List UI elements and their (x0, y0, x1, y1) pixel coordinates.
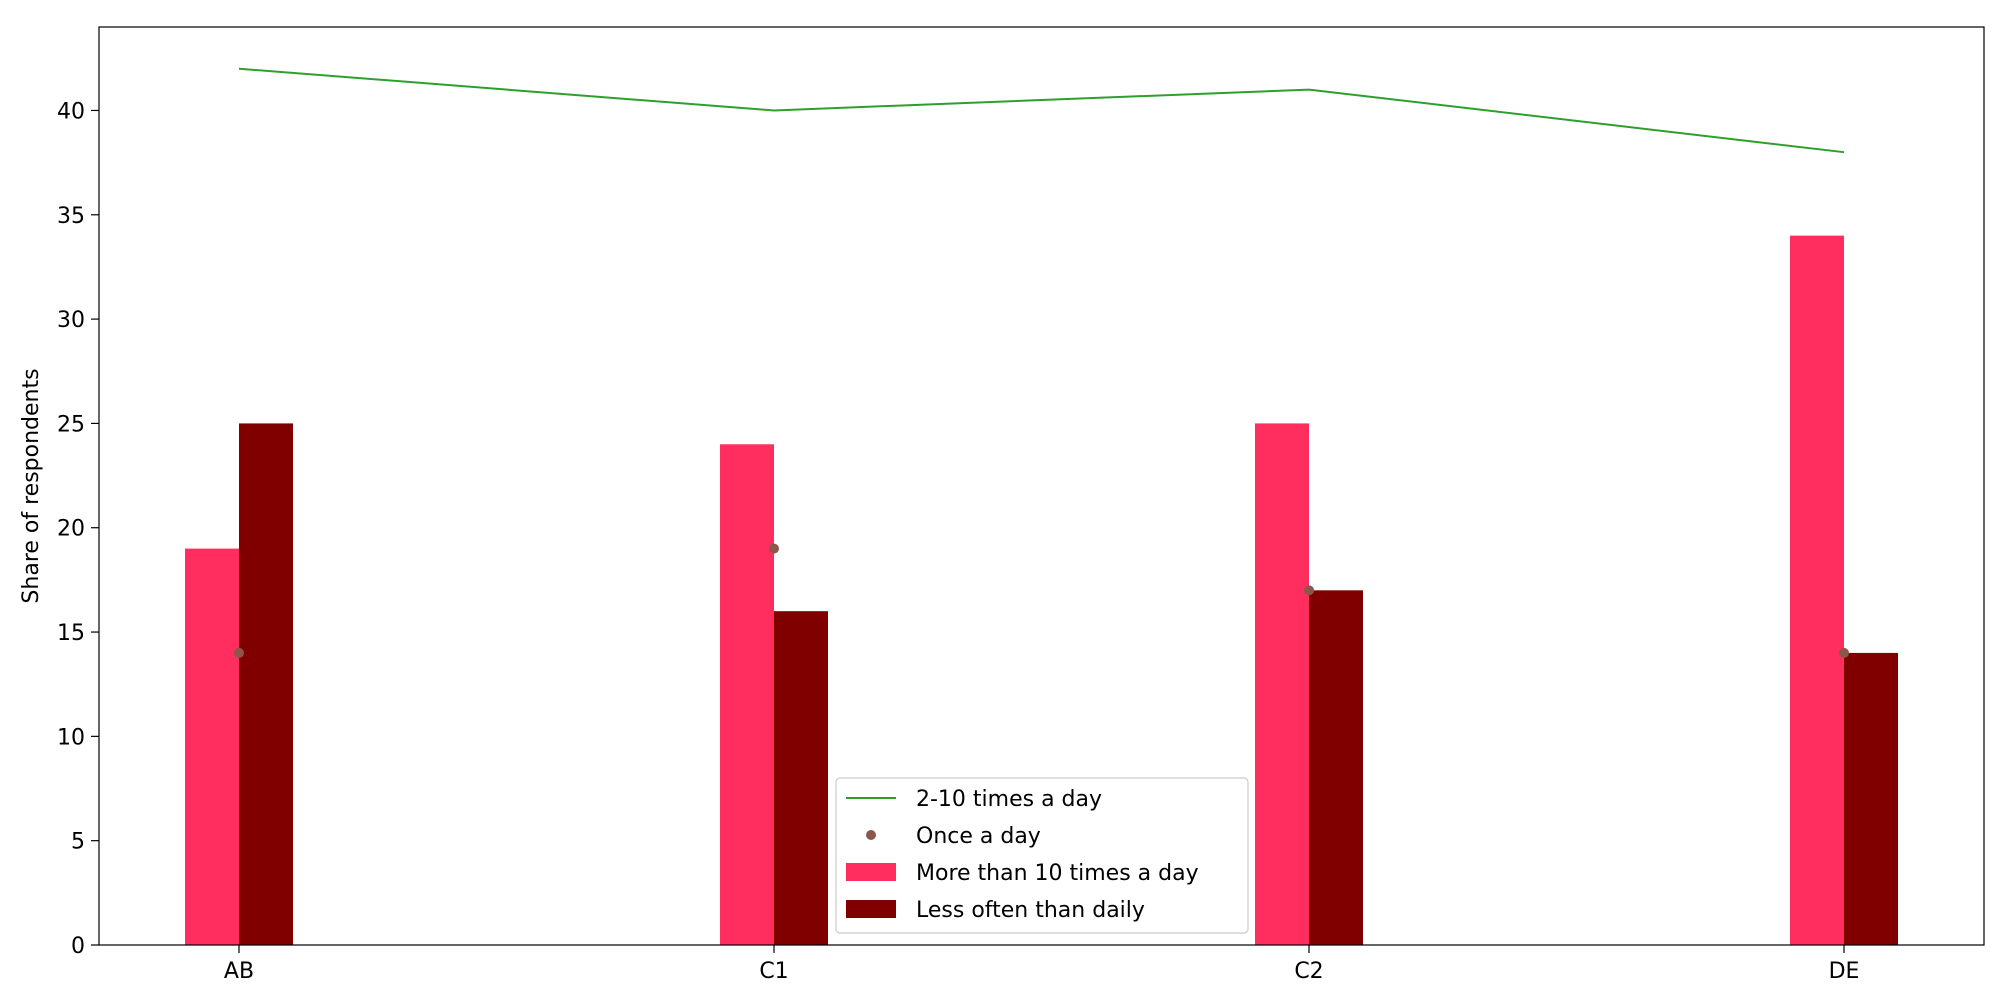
line-layer (238, 67, 1845, 154)
legend-handle-less-often-than-daily (846, 900, 896, 918)
legend-label-once-a-day: Once a day (916, 824, 1041, 849)
x-tick-label-c2: C2 (1294, 959, 1323, 984)
y-tick-label: 5 (71, 830, 85, 855)
bar-less-than-daily-c1 (774, 611, 828, 945)
y-axis: 0 5 10 15 20 25 30 35 40 (57, 99, 99, 959)
y-tick-label: 10 (57, 725, 85, 750)
y-axis-title: Share of respondents (19, 368, 44, 603)
y-tick-label: 0 (71, 934, 85, 959)
x-axis: AB C1 C2 DE (224, 945, 1860, 984)
x-tick-label-c1: C1 (759, 959, 788, 984)
y-tick-label: 35 (57, 204, 85, 229)
bars-layer (185, 235, 1898, 946)
x-tick-label-de: DE (1829, 959, 1860, 984)
y-tick-label: 30 (57, 308, 85, 333)
point-once-a-day-ab (234, 647, 244, 658)
y-tick-label: 20 (57, 517, 85, 542)
legend-handle-more-than-10-times-a-day (846, 863, 896, 881)
plot-frame (98, 26, 1985, 946)
bar-more-than-10-ab (185, 548, 239, 945)
point-once-a-day-de (1839, 647, 1849, 658)
legend-box (835, 777, 1249, 934)
bar-more-than-10-c2 (1255, 423, 1309, 946)
line-2-10-times-a-day (238, 67, 1845, 154)
legend: 2-10 times a day Once a day More than 10 t… (835, 777, 1249, 934)
bar-less-than-daily-ab (239, 423, 293, 946)
point-once-a-day-c2 (1304, 585, 1314, 596)
y-tick-label: 25 (57, 412, 85, 437)
legend-label-2-10-times-a-day: 2-10 times a day (916, 787, 1102, 812)
legend-label-more-than-10-times-a-day: More than 10 times a day (916, 861, 1199, 886)
bar-more-than-10-de (1790, 235, 1844, 946)
bar-less-than-daily-de (1844, 652, 1898, 945)
y-tick-label: 15 (57, 621, 85, 646)
legend-label-less-often-than-daily: Less often than daily (916, 898, 1145, 923)
legend-handle-once-a-day (866, 830, 876, 840)
point-once-a-day-c1 (769, 543, 779, 554)
bar-more-than-10-c1 (720, 444, 774, 945)
bar-less-than-daily-c2 (1309, 590, 1363, 945)
y-tick-label: 40 (57, 99, 85, 124)
x-tick-label-ab: AB (224, 959, 254, 984)
points-layer (234, 543, 1849, 658)
